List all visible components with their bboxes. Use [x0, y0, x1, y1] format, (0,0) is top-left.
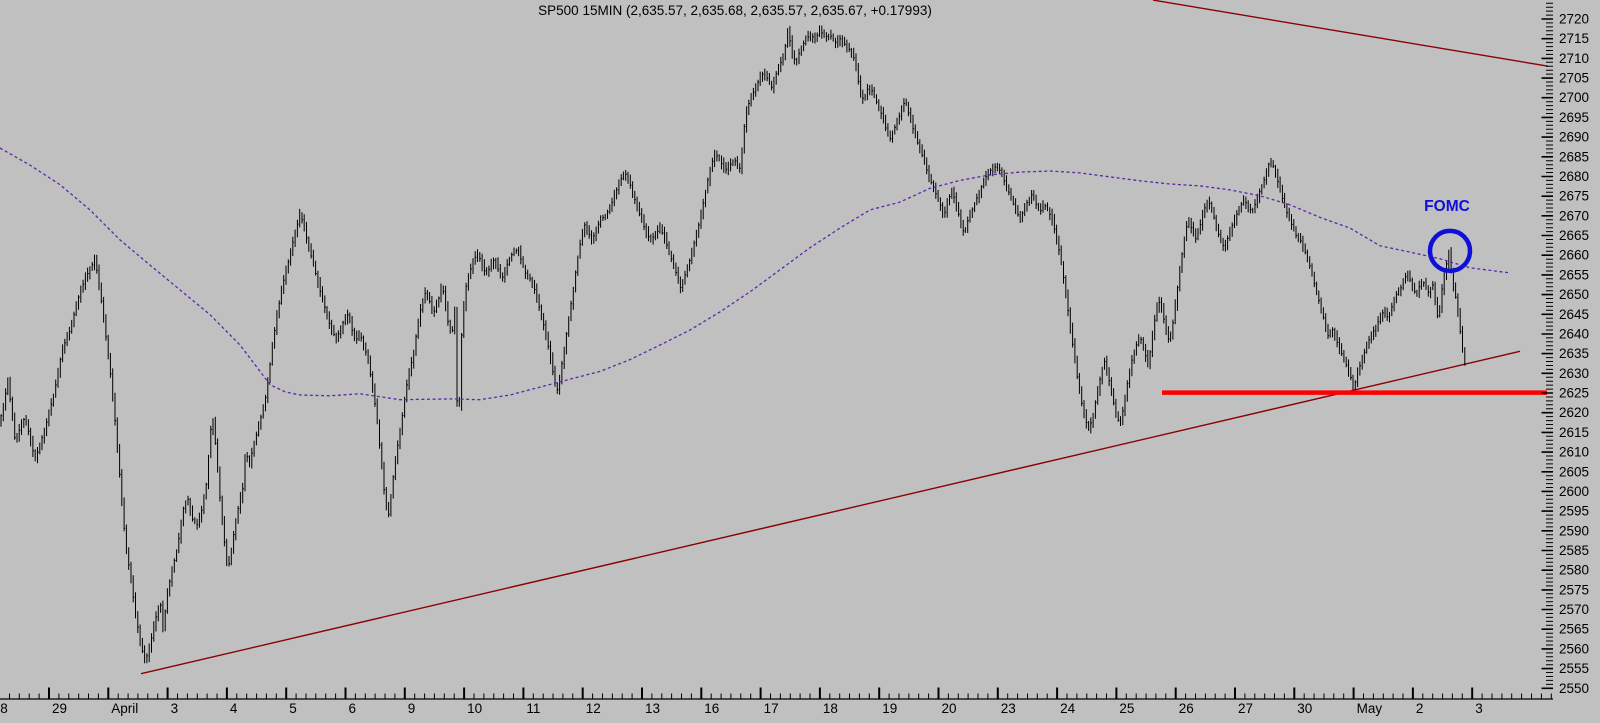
x-axis-day-label: 20 [942, 701, 957, 716]
x-axis-day-label: 19 [882, 701, 897, 716]
x-axis-day-label: 2 [1416, 701, 1424, 716]
x-axis-day-label: 9 [408, 701, 416, 716]
x-axis-day-label: 4 [230, 701, 238, 716]
y-axis-label: 2585 [1559, 543, 1589, 558]
y-axis-label: 2560 [1559, 641, 1589, 656]
y-axis-label: 2620 [1559, 405, 1589, 420]
x-axis-day-label: 23 [1001, 701, 1016, 716]
x-axis-day-label: 18 [823, 701, 838, 716]
x-axis-day-label: 16 [704, 701, 719, 716]
falling-resistance-trendline [1152, 0, 1549, 67]
ohlc-bars [0, 25, 1466, 664]
fomc-label: FOMC [1424, 198, 1470, 215]
y-axis-label: 2580 [1559, 563, 1589, 578]
x-axis-day-label: 26 [1179, 701, 1194, 716]
x-axis-day-label: 29 [52, 701, 67, 716]
y-axis-label: 2655 [1559, 267, 1589, 282]
x-axis-day-label: 6 [349, 701, 357, 716]
y-axis-label: 2665 [1559, 228, 1589, 243]
x-axis-day-label: 10 [467, 701, 482, 716]
y-minor-ticks [1546, 2, 1553, 685]
y-axis-label: 2715 [1559, 31, 1589, 46]
x-axis-day-label: 13 [645, 701, 660, 716]
y-axis-label: 2720 [1559, 12, 1589, 27]
y-axis-label: 2645 [1559, 307, 1589, 322]
x-axis-day-label: 24 [1060, 701, 1076, 716]
moving-average-line [0, 147, 1511, 401]
y-axis-label: 2615 [1559, 425, 1589, 440]
x-axis: 2829April3456910111213161718192023242526… [0, 687, 1553, 716]
x-major-ticks [48, 687, 1474, 699]
x-axis-day-label: 17 [764, 701, 779, 716]
y-axis-label: 2680 [1559, 169, 1589, 184]
y-axis-label: 2690 [1559, 130, 1589, 145]
x-axis-day-label: 12 [586, 701, 601, 716]
y-axis-label: 2595 [1559, 504, 1589, 519]
x-axis-day-label: 30 [1297, 701, 1312, 716]
y-axis-label: 2660 [1559, 248, 1589, 263]
y-axis-label: 2605 [1559, 464, 1589, 479]
y-axis-label: 2670 [1559, 208, 1589, 223]
y-axis-label: 2705 [1559, 71, 1589, 86]
x-axis-day-label: 27 [1238, 701, 1253, 716]
x-axis-day-label: 25 [1119, 701, 1134, 716]
x-axis-day-label: 5 [289, 701, 297, 716]
x-minor-ticks [9, 693, 1552, 699]
y-major-ticks [1541, 18, 1553, 690]
y-axis-label: 2630 [1559, 366, 1589, 381]
x-axis-day-label: 28 [0, 701, 8, 716]
y-axis-label: 2550 [1559, 681, 1589, 696]
x-axis-day-label: 3 [171, 701, 179, 716]
y-axis: 2550 2555 2560 2565 2570 2575 2580 2585 2590 2595… [1541, 2, 1589, 696]
fomc-annotation: FOMC [1424, 198, 1473, 274]
trendlines [140, 0, 1549, 675]
y-axis-label: 2695 [1559, 110, 1589, 125]
x-axis-day-label: 11 [526, 701, 540, 716]
x-axis-day-label: April [111, 701, 138, 716]
fomc-circle [1427, 228, 1473, 274]
y-axis-label: 2600 [1559, 484, 1589, 499]
y-axis-label: 2610 [1559, 445, 1589, 460]
chart-title: SP500 15MIN (2,635.57, 2,635.68, 2,635.5… [538, 3, 932, 18]
y-axis-label: 2625 [1559, 386, 1589, 401]
price-bars [0, 25, 1466, 664]
y-axis-label: 2570 [1559, 602, 1589, 617]
y-axis-label: 2650 [1559, 287, 1589, 302]
y-axis-label: 2590 [1559, 523, 1589, 538]
y-axis-label: 2565 [1559, 622, 1589, 637]
y-axis-label: 2555 [1559, 661, 1589, 676]
y-axis-label: 2575 [1559, 582, 1589, 597]
x-axis-day-label: 3 [1475, 701, 1483, 716]
close-ticks [1, 32, 1466, 657]
y-axis-label: 2710 [1559, 51, 1589, 66]
y-axis-label: 2685 [1559, 149, 1589, 164]
y-axis-label: 2675 [1559, 189, 1589, 204]
x-axis-day-label: May [1357, 701, 1383, 716]
y-axis-label: 2700 [1559, 90, 1589, 105]
y-axis-label: 2635 [1559, 346, 1589, 361]
y-axis-label: 2640 [1559, 327, 1589, 342]
rising-support-trendline [140, 350, 1521, 675]
